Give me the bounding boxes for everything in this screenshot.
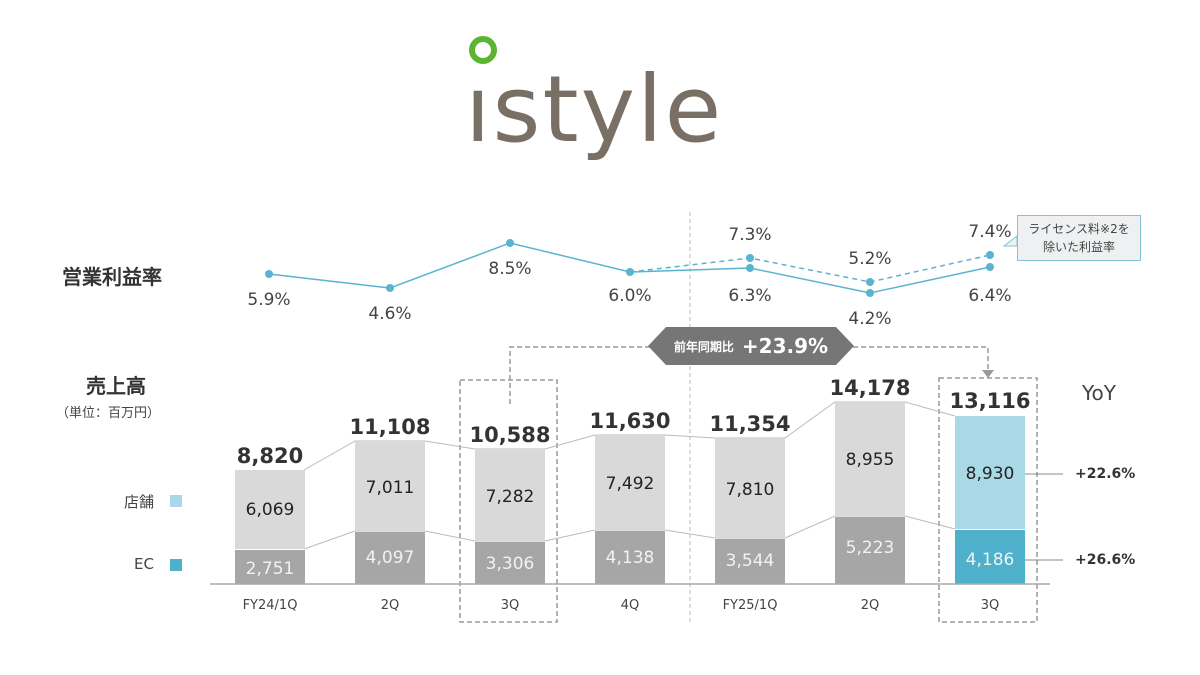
yoy-store: +22.6% bbox=[1075, 466, 1136, 482]
margin-ex-license-label: 7.4% bbox=[968, 222, 1012, 242]
store-value: 8,930 bbox=[965, 464, 1015, 484]
ec-value: 2,751 bbox=[245, 559, 295, 579]
logo-text: ıstyle bbox=[465, 56, 724, 163]
logo-dot-icon bbox=[469, 36, 497, 64]
margin-label: 4.2% bbox=[848, 309, 892, 329]
badge-label: 前年同期比 bbox=[673, 339, 734, 354]
x-axis-label: 3Q bbox=[980, 598, 1000, 613]
store-value: 7,492 bbox=[605, 474, 655, 494]
badge-value: +23.9% bbox=[741, 334, 829, 358]
x-axis-label: FY25/1Q bbox=[722, 598, 778, 613]
ec-value: 4,097 bbox=[365, 548, 415, 568]
bar-total: 8,820 bbox=[236, 444, 304, 468]
ec-value: 4,138 bbox=[605, 548, 655, 568]
legend-store-label: 店舗 bbox=[123, 493, 154, 511]
x-axis-label: 2Q bbox=[380, 598, 400, 613]
yoy-badge: 前年同期比 +23.9% bbox=[648, 327, 854, 365]
margin-label: 6.0% bbox=[608, 286, 652, 306]
bar-total: 11,354 bbox=[709, 412, 791, 436]
yoy-header: YoY bbox=[1082, 381, 1117, 405]
x-axis-label: FY24/1Q bbox=[242, 598, 298, 613]
store-value: 7,810 bbox=[725, 480, 775, 500]
margin-label: 6.4% bbox=[968, 286, 1012, 306]
store-value: 8,955 bbox=[845, 450, 895, 470]
bar-total: 11,630 bbox=[589, 409, 671, 433]
legend-store-swatch bbox=[170, 495, 182, 507]
legend-ec-label: EC bbox=[134, 555, 154, 573]
margin-label: 8.5% bbox=[488, 259, 532, 279]
callout-line2: 除いた利益率 bbox=[1042, 240, 1115, 254]
margin-label: 4.6% bbox=[368, 304, 412, 324]
bar-total: 11,108 bbox=[349, 415, 431, 439]
x-axis-label: 3Q bbox=[500, 598, 520, 613]
bar-total: 10,588 bbox=[469, 423, 551, 447]
callout-line1: ライセンス料※2を bbox=[1028, 222, 1130, 236]
ec-value: 4,186 bbox=[965, 550, 1015, 570]
store-value: 7,282 bbox=[485, 487, 535, 507]
margin-label: 6.3% bbox=[728, 286, 772, 306]
bar-total: 13,116 bbox=[949, 389, 1031, 413]
istyle-logo: ıstyle bbox=[465, 30, 735, 170]
sales-unit: （単位：百万円） bbox=[56, 406, 161, 421]
margin-ex-license-line bbox=[629, 254, 991, 283]
margin-ex-license-label: 7.3% bbox=[728, 225, 772, 245]
margin-points bbox=[265, 239, 994, 297]
yoy-badge-shape bbox=[648, 327, 854, 365]
legend-ec-swatch bbox=[170, 559, 182, 571]
sales-title: 売上高 bbox=[86, 374, 146, 398]
ec-value: 3,306 bbox=[485, 554, 535, 574]
yoy-ec: +26.6% bbox=[1075, 552, 1136, 568]
ec-value: 3,544 bbox=[725, 551, 775, 571]
license-excluded-callout: ライセンス料※2を 除いた利益率 bbox=[1017, 215, 1141, 261]
ec-value: 5,223 bbox=[845, 538, 895, 558]
x-axis-label: 4Q bbox=[620, 598, 640, 613]
store-value: 6,069 bbox=[245, 500, 295, 520]
margin-label: 5.9% bbox=[247, 290, 291, 310]
store-value: 7,011 bbox=[365, 478, 415, 498]
operating-margin-title: 営業利益率 bbox=[62, 265, 162, 289]
margin-ex-license-label: 5.2% bbox=[848, 249, 892, 269]
x-axis-label: 2Q bbox=[860, 598, 880, 613]
bar-total: 14,178 bbox=[829, 376, 911, 400]
